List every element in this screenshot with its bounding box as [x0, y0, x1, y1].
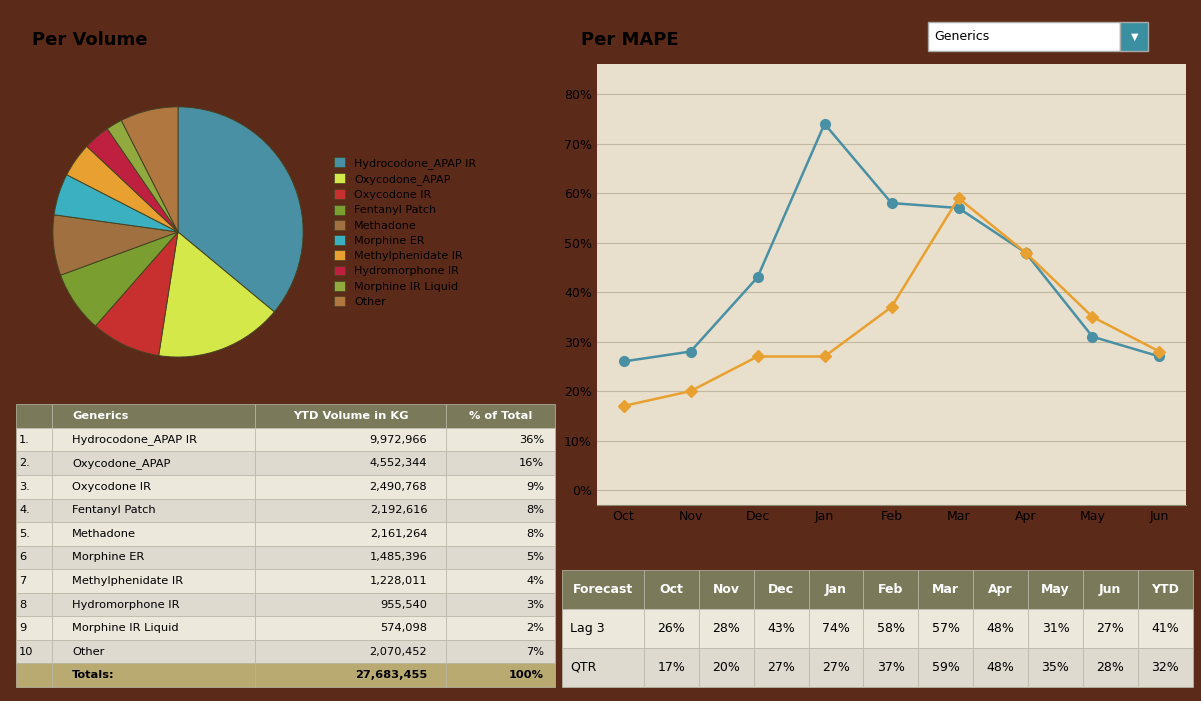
- Text: Per Volume: Per Volume: [31, 32, 148, 50]
- Wedge shape: [67, 147, 178, 232]
- Wedge shape: [86, 129, 178, 232]
- Text: Per MAPE: Per MAPE: [581, 32, 679, 50]
- Legend: Hydrocodone_APAP IR, Oxycodone_APAP, Oxycodone IR, Fentanyl Patch, Methadone, Mo: Hydrocodone_APAP IR, Oxycodone_APAP, Oxy…: [334, 157, 476, 307]
- Legend: Lag 3, Qtr: Lag 3, Qtr: [817, 572, 966, 595]
- Bar: [927, 22, 1121, 51]
- Wedge shape: [53, 215, 178, 275]
- Bar: [1121, 22, 1148, 51]
- Text: Generics: Generics: [934, 30, 990, 43]
- Wedge shape: [159, 232, 274, 357]
- Wedge shape: [178, 107, 303, 312]
- Text: ▼: ▼: [1131, 32, 1139, 42]
- Wedge shape: [54, 175, 178, 232]
- Wedge shape: [95, 232, 178, 355]
- Wedge shape: [107, 121, 178, 232]
- Wedge shape: [121, 107, 178, 232]
- Wedge shape: [60, 232, 178, 326]
